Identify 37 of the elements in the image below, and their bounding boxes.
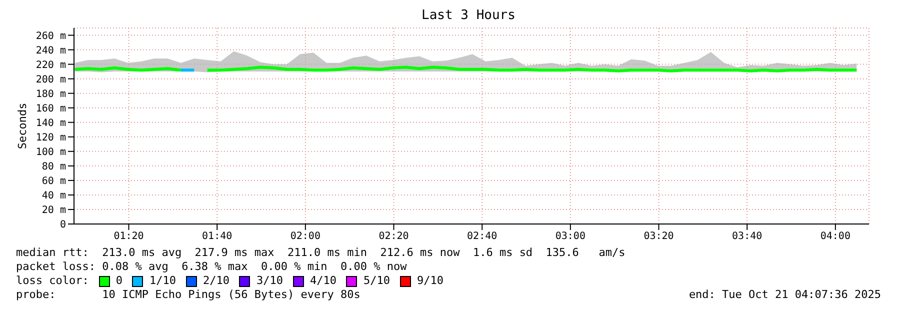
x-tick-label: 02:00 xyxy=(290,231,320,242)
y-tick-label: 220 m xyxy=(36,60,66,71)
chart-title: Last 3 Hours xyxy=(420,8,516,24)
legend-label: 1/10 xyxy=(149,274,176,288)
text: end: Tue Oct 21 04:07:36 2025 xyxy=(688,288,881,302)
y-tick-label: 80 m xyxy=(42,161,66,172)
x-tick-label: 03:40 xyxy=(732,231,762,242)
x-tick-label: 03:00 xyxy=(555,231,586,242)
y-tick-label: 0 xyxy=(60,220,66,231)
text: probe: 10 ICMP Echo Pings (56 Bytes) every 80s xyxy=(16,288,360,302)
y-tick-label: 240 m xyxy=(36,45,66,56)
x-tick-label: 03:20 xyxy=(644,231,674,242)
y-tick-label: 40 m xyxy=(42,190,66,202)
legend-label: 0 xyxy=(116,274,122,288)
y-tick-label: 260 m xyxy=(36,30,66,42)
legend-label: 2/10 xyxy=(202,274,230,288)
y-tick-label: 60 m xyxy=(42,176,66,187)
y-tick-label: 180 m xyxy=(36,88,66,100)
y-tick-label: 120 m xyxy=(36,132,66,144)
x-tick-label: 02:20 xyxy=(378,231,409,242)
x-tick-label: 01:20 xyxy=(114,231,144,242)
legend-label: 9/10 xyxy=(416,274,444,288)
x-tick-label: 02:40 xyxy=(467,231,498,242)
text: packet loss: 0.08 % avg 6.38 % max 0.00 % min 0.00 % now xyxy=(16,260,408,274)
x-tick-label: 04:00 xyxy=(820,231,850,242)
y-tick-label: 20 m xyxy=(42,205,66,216)
y-tick-label: 160 m xyxy=(36,103,66,114)
y-tick-label: 200 m xyxy=(36,74,66,86)
legend-label: 4/10 xyxy=(310,274,336,288)
y-tick-label: 100 m xyxy=(36,146,66,158)
y-tick-label: 140 m xyxy=(36,118,66,129)
text: median rtt: 213.0 ms avg 217.9 ms max 211.0 ms min 212.6 ms now 1.6 ms sd 135.6 am/s xyxy=(16,246,626,260)
legend-label: 3/10 xyxy=(256,274,283,288)
y-axis-title: Seconds xyxy=(16,102,29,150)
legend-title: loss color: xyxy=(16,274,89,288)
legend-label: 5/10 xyxy=(363,274,390,288)
x-tick-label: 01:40 xyxy=(202,231,232,242)
